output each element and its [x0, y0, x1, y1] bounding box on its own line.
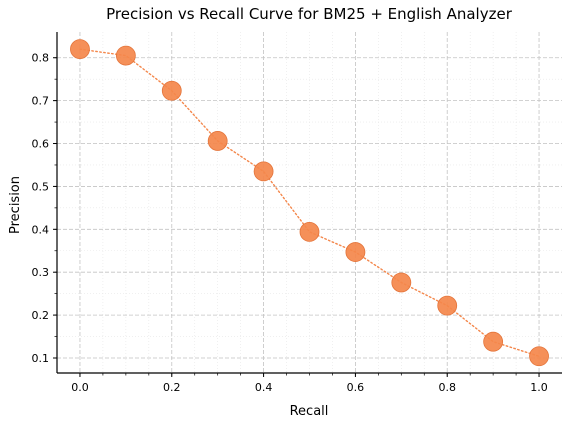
y-tick-label: 0.1	[32, 352, 50, 365]
chart-title: Precision vs Recall Curve for BM25 + Eng…	[106, 5, 513, 23]
y-tick-label: 0.8	[32, 52, 50, 65]
data-point	[70, 39, 90, 60]
y-tick-label: 0.3	[32, 266, 50, 279]
tick-labels: 0.0 0.2 0.4 0.6 0.8 1.0 0.1 0.2 0.3 0.4 0.5 0.6 0.7 0…	[32, 52, 548, 394]
y-axis-label: Precision	[8, 176, 23, 234]
data-point	[207, 131, 228, 151]
data-point	[161, 80, 182, 101]
y-tick-label: 0.4	[32, 223, 50, 236]
x-tick-label: 0.8	[438, 381, 456, 394]
y-tick-label: 0.7	[32, 95, 50, 108]
x-tick-label: 0.0	[71, 381, 89, 394]
y-tick-label: 0.5	[32, 180, 50, 193]
series-line	[79, 48, 540, 357]
y-tick-label: 0.2	[32, 309, 50, 322]
x-tick-label: 0.4	[255, 381, 273, 394]
y-tick-label: 0.6	[32, 138, 50, 151]
data-point	[529, 346, 549, 367]
axes	[53, 32, 562, 377]
series-layer	[70, 39, 549, 367]
minor-grid	[57, 32, 562, 373]
data-point	[253, 161, 274, 182]
x-axis-label: Recall	[290, 404, 329, 419]
data-point	[115, 45, 136, 66]
data-point	[437, 295, 458, 316]
x-tick-label: 0.6	[347, 381, 365, 394]
x-tick-label: 0.2	[163, 381, 181, 394]
data-point	[345, 242, 366, 262]
x-tick-label: 1.0	[530, 381, 548, 394]
data-point	[299, 221, 320, 242]
data-point	[391, 272, 412, 293]
data-point	[483, 331, 504, 352]
